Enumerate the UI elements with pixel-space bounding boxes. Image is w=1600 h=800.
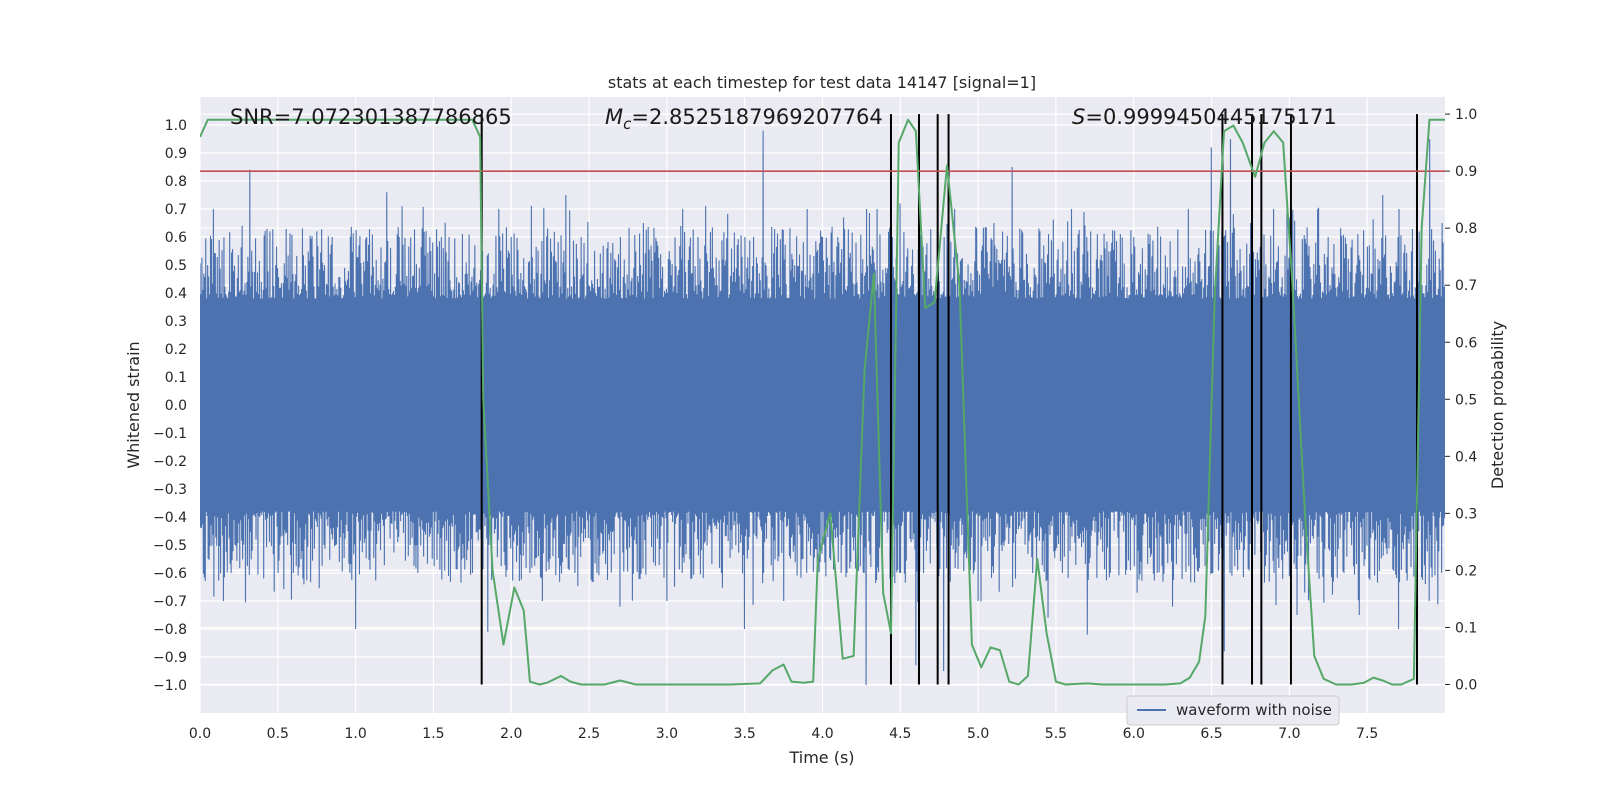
chart-title: stats at each timestep for test data 141… — [608, 73, 1036, 92]
y-tick-label: 0.8 — [165, 174, 187, 190]
y-tick-label: −0.4 — [153, 510, 187, 526]
y-tick-label: 0.0 — [165, 398, 187, 414]
s-value: =0.9999450445175171 — [1085, 105, 1336, 129]
y-tick-label: −0.9 — [153, 650, 187, 666]
waveform-series — [200, 130, 1445, 686]
x-tick-label: 2.5 — [578, 726, 600, 742]
snr-annotation: SNR=7.072301387786865 — [230, 105, 512, 129]
x-axis-label: Time (s) — [788, 748, 854, 767]
y2-tick-label: 0.5 — [1455, 392, 1477, 408]
x-tick-label: 0.0 — [189, 726, 211, 742]
x-tick-label: 7.5 — [1356, 726, 1378, 742]
y2-tick-label: 0.9 — [1455, 164, 1477, 180]
y2-tick-label: 0.4 — [1455, 449, 1477, 465]
overlay-lines — [200, 114, 1445, 686]
y-tick-label: 1.0 — [165, 118, 187, 134]
y-tick-label: −0.7 — [153, 594, 187, 610]
detection-probability-line — [200, 118, 1445, 686]
x-tick-label: 4.5 — [889, 726, 911, 742]
y-tick-label: −0.1 — [153, 426, 187, 442]
y2-tick-label: 0.2 — [1455, 563, 1477, 579]
legend-box — [1126, 695, 1340, 726]
y-tick-label: 0.1 — [165, 370, 187, 386]
x-tick-label: 6.5 — [1200, 726, 1222, 742]
s-annotation: S=0.9999450445175171 — [1072, 105, 1337, 129]
legend-label: waveform with noise — [1176, 701, 1332, 719]
x-tick-label: 1.5 — [422, 726, 444, 742]
chirp-mass-value: =2.8525187969207764 — [631, 105, 882, 129]
x-tick-label: 7.0 — [1278, 726, 1300, 742]
x-tick-label: 6.0 — [1123, 726, 1145, 742]
y-tick-label: −1.0 — [153, 678, 187, 694]
y-tick-label: 0.5 — [165, 258, 187, 274]
y-tick-label: 0.6 — [165, 230, 187, 246]
y2-tick-label: 0.6 — [1455, 335, 1477, 351]
legend: waveform with noise — [1126, 695, 1340, 726]
y2-tick-label: 0.0 — [1455, 677, 1477, 693]
y-tick-label: −0.2 — [153, 454, 187, 470]
y2-tick-label: 1.0 — [1455, 107, 1477, 123]
y-tick-label: 0.4 — [165, 286, 187, 302]
y-tick-label: −0.8 — [153, 622, 187, 638]
x-tick-label: 1.0 — [344, 726, 366, 742]
y2-tick-label: 0.3 — [1455, 506, 1477, 522]
y-tick-label: −0.6 — [153, 566, 187, 582]
axis-ticks: 0.0 0.5 1.0 1.5 2.0 2.5 3.0 3.5 4.0 4.5 5.0 5.5 6.0 6… — [153, 107, 1477, 742]
y-tick-label: 0.3 — [165, 314, 187, 330]
x-tick-label: 5.5 — [1045, 726, 1067, 742]
x-tick-label: 3.0 — [656, 726, 678, 742]
s-symbol: S — [1072, 105, 1085, 129]
x-tick-label: 0.5 — [267, 726, 289, 742]
chirp-mass-symbol: M — [605, 105, 623, 129]
y2-tick-label: 0.1 — [1455, 620, 1477, 636]
x-tick-label: 4.0 — [811, 726, 833, 742]
x-tick-label: 3.5 — [734, 726, 756, 742]
y-tick-label: 0.9 — [165, 146, 187, 162]
y-tick-label: 0.7 — [165, 202, 187, 218]
x-tick-label: 5.0 — [967, 726, 989, 742]
y-tick-label: −0.5 — [153, 538, 187, 554]
y2-axis-label: Detection probability — [1488, 321, 1507, 489]
x-tick-label: 2.0 — [500, 726, 522, 742]
y2-tick-label: 0.7 — [1455, 278, 1477, 294]
chirp-mass-subscript: c — [623, 115, 632, 133]
chirp-mass-annotation: Mc=2.8525187969207764 — [605, 105, 883, 133]
y-tick-label: −0.3 — [153, 482, 187, 498]
y2-tick-label: 0.8 — [1455, 221, 1477, 237]
y-axis-label: Whitened strain — [124, 341, 143, 468]
waveform-core — [200, 298, 1445, 512]
y-tick-label: 0.2 — [165, 342, 187, 358]
